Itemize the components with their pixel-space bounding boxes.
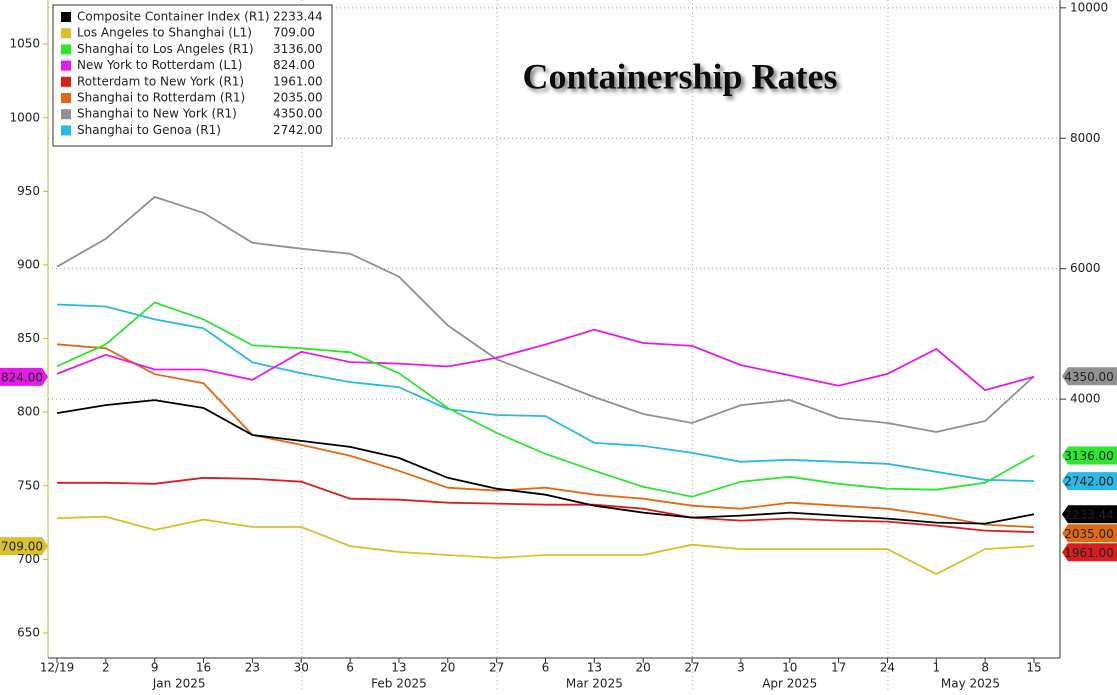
legend-value: 1961.00 [273,74,323,88]
value-tag [1062,505,1117,524]
y-tick-label: 800 [17,405,40,419]
legend-box [52,4,333,147]
y-tick-label: 1000 [9,110,40,124]
legend-label: Shanghai to New York (R1) [77,107,237,121]
y-tick-label: 750 [17,478,40,492]
x-tick-label: 13 [587,661,602,675]
x-tick-label: 13 [391,661,406,675]
value-tag-label: 3136.00 [1064,449,1114,463]
lines [56,195,1035,576]
legend-value: 2035.00 [273,91,323,105]
value-tag-label: 2233.44 [1064,508,1114,522]
legend-swatch [61,60,71,71]
x-tick-label: 10 [782,661,797,675]
series-line [56,303,1035,482]
value-tag [0,537,48,556]
y2-tick-label: 6000 [1070,261,1101,275]
x-tick-label: 15 [1026,661,1041,675]
legend-label: Shanghai to Rotterdam (R1) [77,91,245,105]
x-tick-label: 20 [440,661,455,675]
y2-tick-label: 8000 [1070,131,1101,145]
y-tick-label: 850 [17,331,40,345]
month-label: Jan 2025 [152,677,206,691]
tags: 4350.00 3136.00 2742.00 2233.44 2035.00 1961.… [0,367,1117,562]
legend-swatch [61,12,71,22]
legend-value: 2742.00 [273,123,323,137]
value-tag-label: 2035.00 [1064,527,1114,541]
legend: Composite Container Index (R1) 2233.44 Los… [52,4,333,147]
x-tick-label: 3 [737,661,745,675]
x-tick-label: 24 [880,661,895,675]
legend-value: 4350.00 [273,107,323,121]
y-tick-label: 950 [17,184,40,198]
x-tick-label: 2 [102,661,110,675]
value-tag [1062,367,1117,386]
legend-swatch [61,125,71,136]
y-tick-label: 700 [17,552,40,566]
x-tick-label: 30 [294,661,309,675]
series-line [56,301,1035,498]
value-tag [1062,446,1117,465]
chart-title: Containership Rates [522,56,837,96]
month-label: Mar 2025 [566,677,623,691]
x-tick-label: 27 [489,661,504,675]
legend-label: Composite Container Index (R1) [77,10,270,24]
value-tag [0,367,48,386]
month-label: Feb 2025 [371,677,427,691]
x-tick-label: 6 [346,661,354,675]
series-line [56,343,1035,529]
legend-swatch [61,44,71,55]
legend-swatch [61,76,71,87]
value-tag-label: 4350.00 [1064,370,1114,384]
value-tag-label: 824.00 [1,370,43,384]
y2-tick-label: 4000 [1070,392,1101,406]
legend-swatch [61,28,71,39]
legend-value: 3136.00 [273,42,323,56]
legend-value: 824.00 [273,58,315,72]
value-tag-label: 1961.00 [1064,546,1114,560]
series-line [56,399,1035,525]
x-tick-label: 6 [542,661,550,675]
value-tag-label: 2742.00 [1064,475,1114,489]
legend-value: 709.00 [273,26,315,40]
legend-label: Rotterdam to New York (R1) [77,74,244,88]
legend-label: New York to Rotterdam (L1) [77,58,242,72]
legend-value: 2233.44 [273,10,323,24]
x-tick-label: 23 [245,661,260,675]
x-tick-label: 20 [636,661,651,675]
y2-tick-label: 10000 [1070,0,1108,14]
x-tick-label: 9 [151,661,159,675]
legend-swatch [61,93,71,103]
series-line [56,515,1035,576]
value-tag [1062,543,1117,562]
y-tick-label: 650 [17,625,40,639]
value-tag [1062,524,1117,543]
x-tick-label: 12/19 [40,661,75,675]
x-tick-label: 8 [981,661,989,675]
legend-swatch [61,109,71,120]
x-tick-label: 1 [932,661,940,675]
series-line [57,476,1035,533]
legend-label: Shanghai to Genoa (R1) [77,123,221,137]
legend-label: Los Angeles to Shanghai (L1) [77,26,252,40]
x-tick-label: 17 [831,661,846,675]
month-label: May 2025 [941,677,1000,691]
y-tick-label: 1050 [9,37,40,51]
x-tick-label: 27 [684,661,699,675]
value-tag-label: 709.00 [1,540,43,554]
series-line [56,195,1035,433]
legend-label: Shanghai to Los Angeles (R1) [77,42,254,56]
month-label: Apr 2025 [762,677,817,691]
y-tick-label: 900 [17,257,40,271]
series-line [56,328,1035,392]
value-tag [1062,472,1117,491]
x-tick-label: 16 [196,661,211,675]
